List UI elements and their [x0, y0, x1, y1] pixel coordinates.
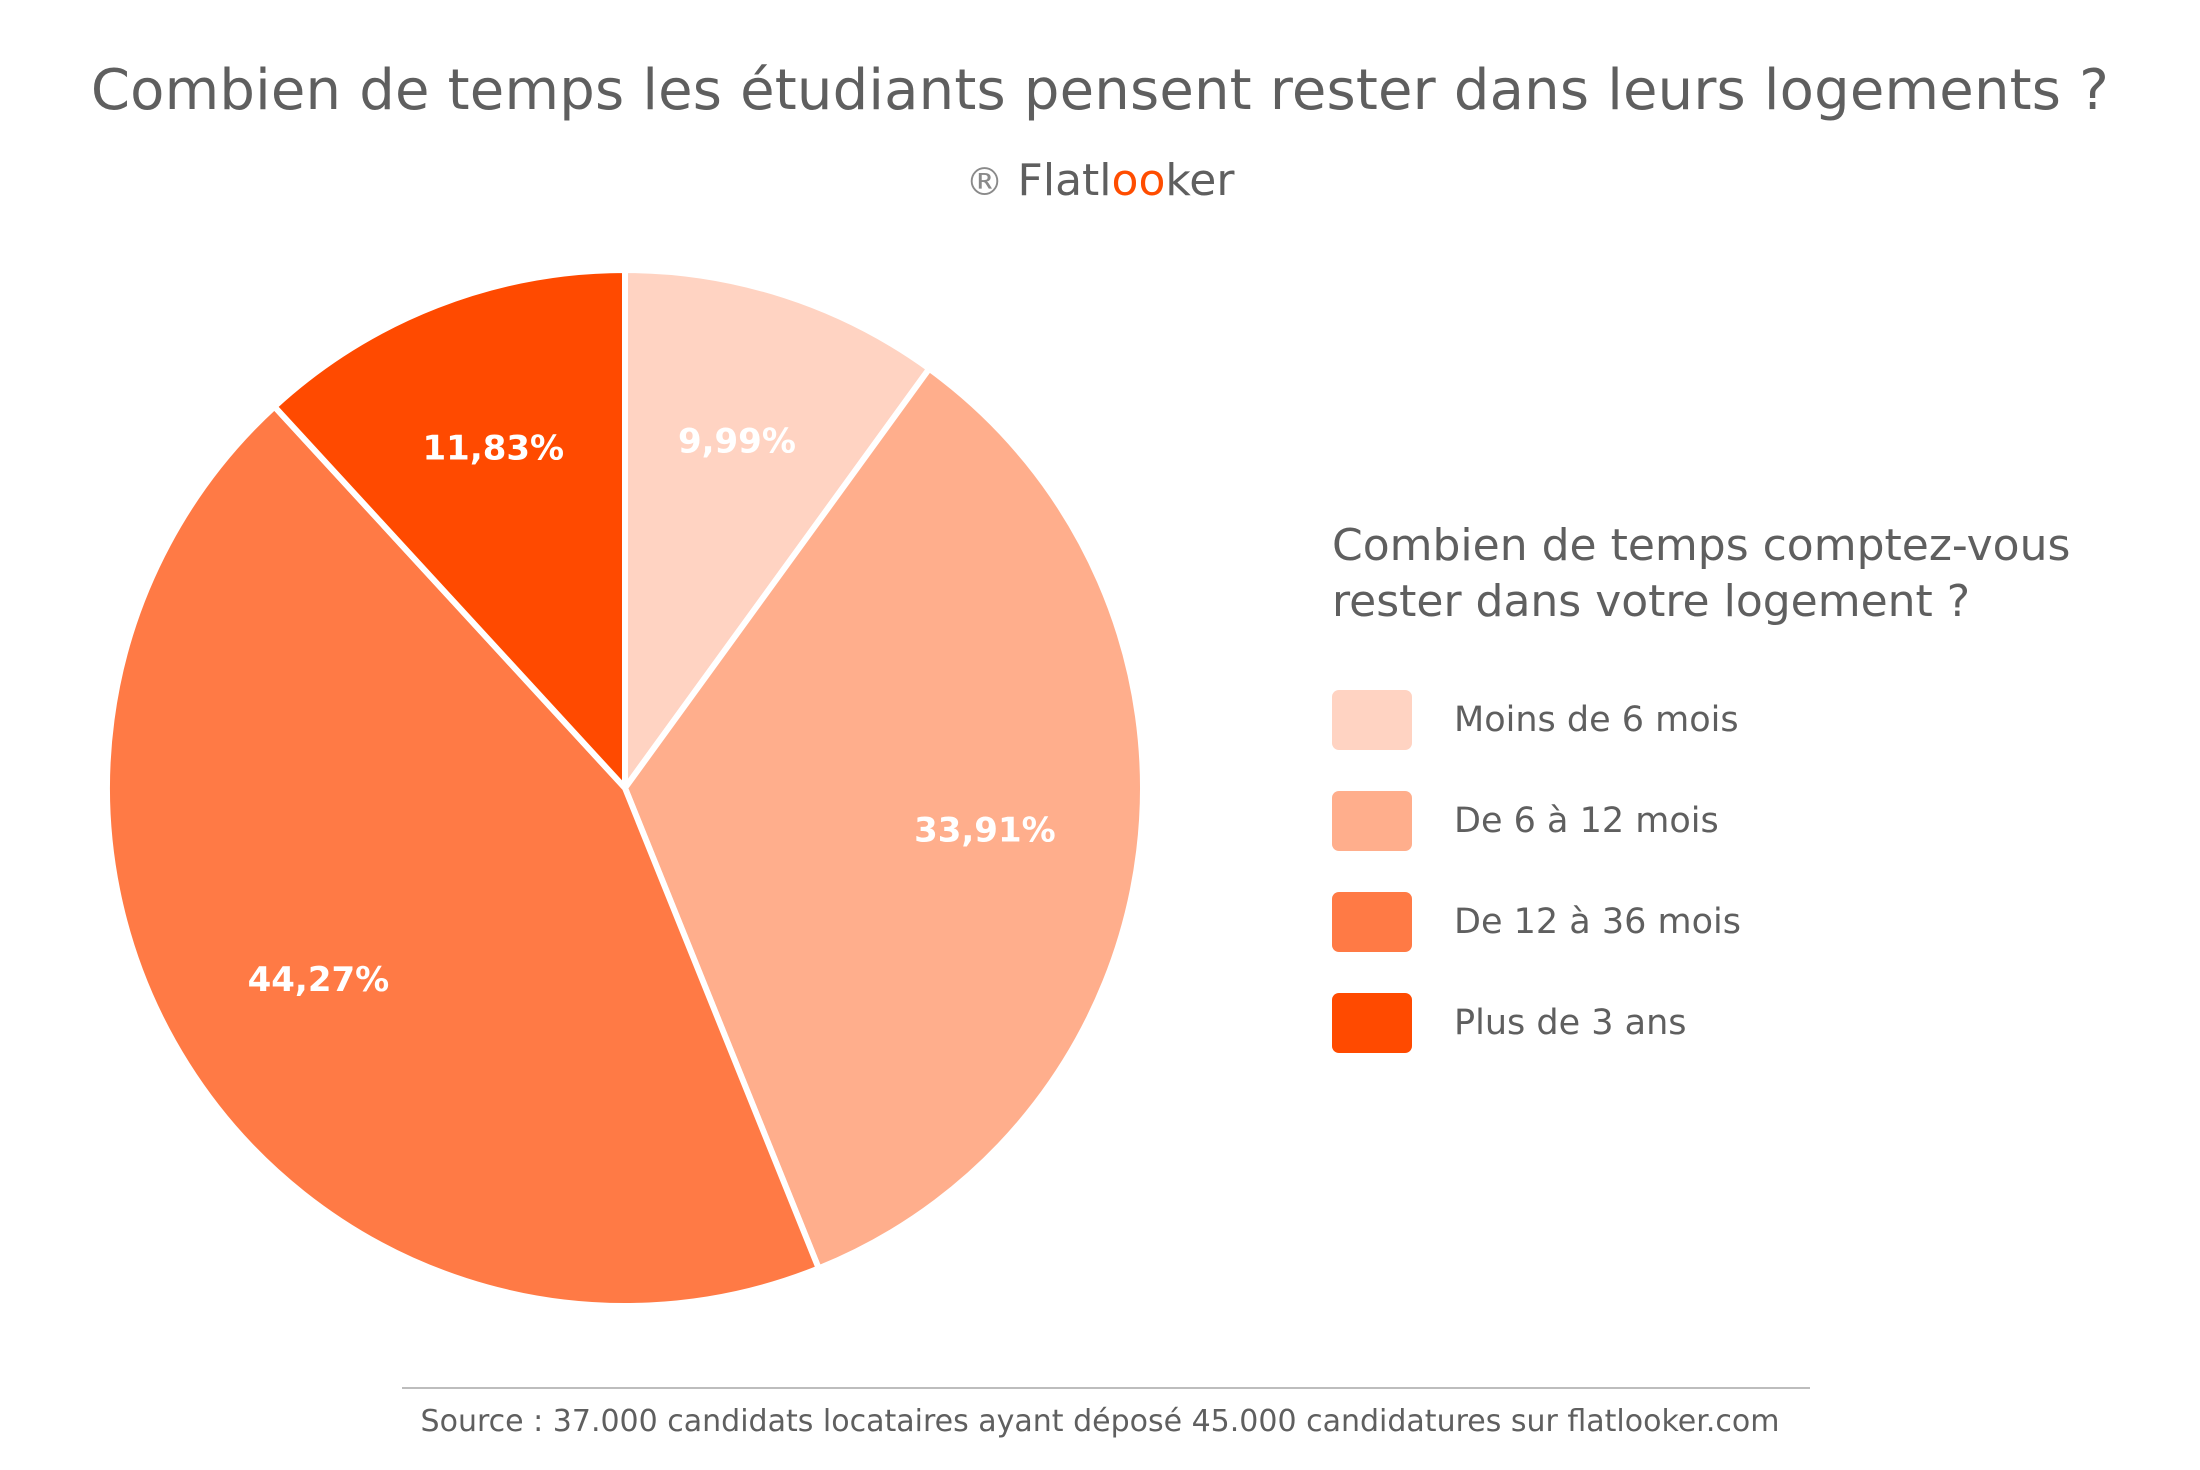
chart-title: Combien de temps les étudiants pensent r… [90, 58, 2110, 123]
pie-slice-3 [104, 403, 822, 1309]
legend: Combien de temps comptez-vous rester dan… [1332, 518, 2152, 1094]
legend-item-3: De 12 à 36 mois [1332, 892, 2152, 952]
legend-title: Combien de temps comptez-vous rester dan… [1332, 520, 2071, 627]
pie-slice-2 [622, 365, 1146, 1272]
legend-item-4: Plus de 3 ans [1332, 993, 2152, 1053]
legend-label-3: De 12 à 36 mois [1454, 902, 1741, 942]
brand-name-prefix: Flatl [1017, 155, 1112, 206]
legend-swatch-4 [1332, 993, 1412, 1053]
legend-label-1: Moins de 6 mois [1454, 700, 1739, 740]
legend-label-2: De 6 à 12 mois [1454, 801, 1719, 841]
legend-item-1: Moins de 6 mois [1332, 690, 2152, 750]
legend-swatch-2 [1332, 791, 1412, 851]
slice-data-label-1: 9,99% [678, 422, 796, 462]
legend-item-2: De 6 à 12 mois [1332, 791, 2152, 851]
brand-name-suffix: ker [1165, 155, 1235, 206]
pie-slice-1 [622, 267, 933, 791]
legend-items: Moins de 6 mois De 6 à 12 mois De 12 à 36 … [1332, 690, 2152, 1053]
registered-icon: ® [965, 160, 1004, 204]
pie-slice-4 [271, 267, 628, 791]
legend-label-4: Plus de 3 ans [1454, 1003, 1687, 1043]
brand-logo: ® Flatlooker [0, 155, 2200, 206]
slice-data-label-3: 44,27% [248, 960, 390, 1000]
slice-data-label-4: 11,83% [423, 429, 565, 469]
legend-swatch-1 [1332, 690, 1412, 750]
legend-swatch-3 [1332, 892, 1412, 952]
slice-data-label-2: 33,91% [914, 811, 1056, 851]
brand-name-accent: oo [1111, 155, 1166, 206]
footer-divider [402, 1387, 1810, 1389]
source-note: Source : 37.000 candidats locataires aya… [420, 1404, 1780, 1439]
pie-chart: 9,99% 33,91% 44,27% 11,83% [104, 267, 1146, 1309]
